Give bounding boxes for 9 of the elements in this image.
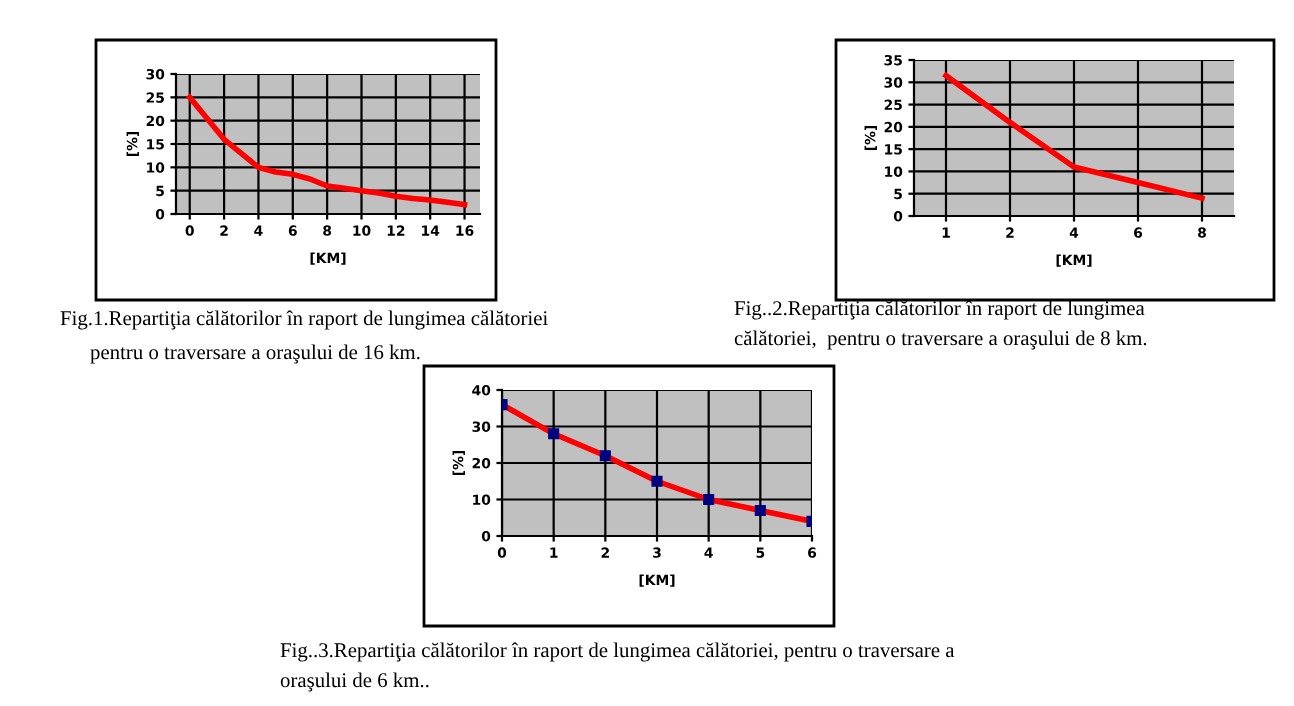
text: oraşului de 6 km..: [280, 672, 429, 692]
text: pentru o traversare a oraşului de 16 km.: [90, 344, 420, 364]
caption: Fig.1.Repartiţia călătorilor în raport de lungimea călătoriei: [60, 310, 548, 330]
line-series: [943, 72, 1205, 201]
text: călătoriei, pentru o traversare a oraşului de 8 km.: [734, 330, 1147, 350]
line-series: [502, 399, 812, 527]
line-series: [186, 94, 468, 208]
text: Fig..2.Repartiţia călătorilor în raport de lungimea: [734, 300, 1145, 320]
text: Fig..3.Repartiţia călătorilor în raport de lungimea călătoriei, pentru o traversare a: [280, 642, 955, 662]
